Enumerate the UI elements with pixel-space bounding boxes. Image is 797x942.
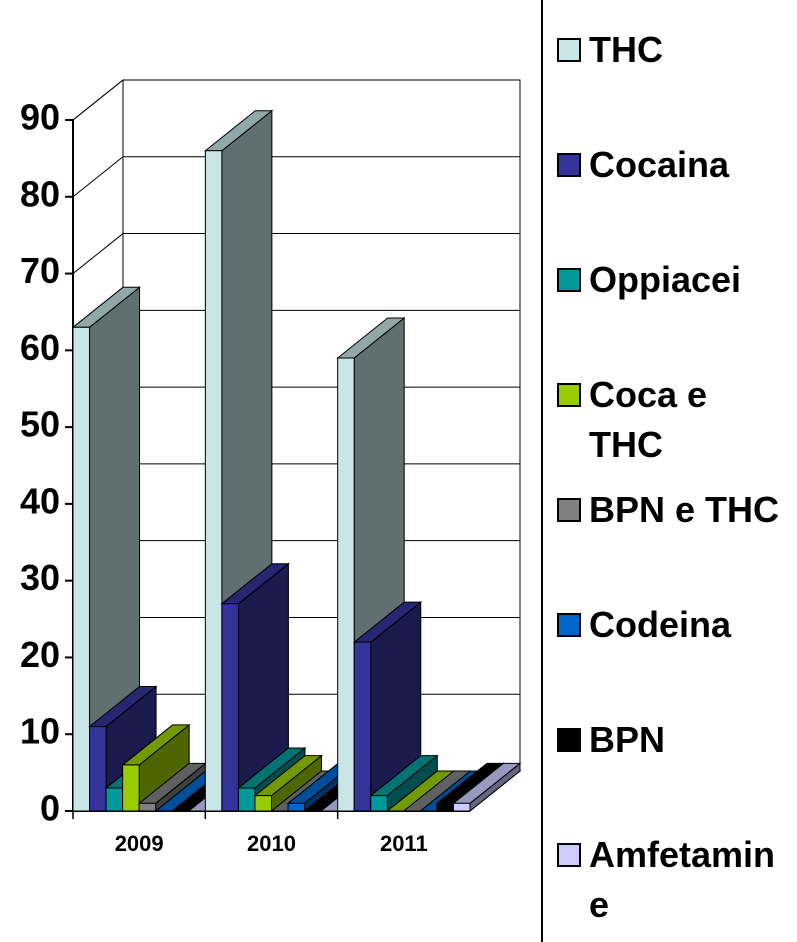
bar-front (370, 795, 388, 812)
y-tick-label: 10 (20, 711, 60, 752)
y-tick-label: 30 (20, 557, 60, 598)
bar (369, 754, 439, 813)
legend-item: THC (557, 25, 795, 75)
bar (253, 754, 323, 813)
bar-front (105, 787, 124, 812)
y-tick-label: 0 (40, 788, 60, 829)
legend-item: BPN (557, 715, 795, 765)
bar-front (138, 802, 157, 812)
bar-front (254, 795, 272, 812)
legend-swatch (557, 843, 581, 867)
grid-line (72, 79, 520, 121)
y-tick-label: 60 (20, 327, 60, 368)
legend-swatch (557, 613, 581, 637)
bar-front (237, 787, 256, 812)
bar-front (204, 150, 223, 812)
bar-front (287, 802, 306, 812)
x-tick-label: 2009 (115, 831, 164, 856)
bar (352, 601, 423, 813)
legend-swatch (557, 728, 581, 752)
grid-line (72, 233, 520, 274)
y-tick-label: 70 (20, 250, 60, 291)
legend-item: Oppiacei (557, 255, 795, 305)
legend-item: Amfetamine (557, 830, 795, 930)
grid-line (72, 309, 520, 351)
legend-swatch (557, 268, 581, 292)
bar-front (221, 603, 239, 812)
y-tick-label: 80 (20, 173, 60, 214)
bar-front (122, 764, 140, 812)
legend-item: Coca e THC (557, 370, 795, 470)
bar-front (353, 641, 372, 812)
legend-label: BPN (589, 719, 666, 760)
legend-label: Coca e THC (589, 374, 708, 465)
grid-line (72, 463, 520, 505)
back-wall (122, 79, 521, 772)
bar (452, 762, 522, 813)
bar-front (337, 357, 355, 812)
legend-label: Codeina (589, 604, 732, 645)
y-tick-label: 90 (20, 97, 60, 138)
legend-item: BPN e THC (557, 485, 795, 535)
x-tick-label: 2010 (247, 831, 296, 856)
bar-front (436, 802, 454, 812)
y-tick-label: 20 (20, 634, 60, 675)
bar (71, 286, 141, 813)
bar-front (452, 802, 471, 812)
grid-line (72, 156, 520, 198)
y-tick-label: 40 (20, 480, 60, 521)
legend-label: BPN e THC (589, 489, 780, 530)
grid-line (72, 616, 520, 658)
bar (121, 723, 191, 813)
legend-border (541, 0, 543, 942)
bar-front (89, 726, 107, 812)
legend-swatch (557, 383, 581, 407)
grid-line (72, 540, 520, 582)
legend-swatch (557, 153, 581, 177)
legend-swatch (557, 498, 581, 522)
legend-label: THC (589, 29, 663, 70)
bar-front (72, 326, 91, 812)
legend-label: Cocaina (589, 144, 730, 185)
legend-item: Codeina (557, 600, 795, 650)
legend-item: Cocaina (557, 140, 795, 190)
legend-label: Oppiacei (589, 259, 742, 300)
legend-swatch (557, 38, 581, 62)
y-tick-label: 50 (20, 404, 60, 445)
grid-line (72, 386, 520, 428)
bar (220, 562, 290, 813)
legend-label: Amfetamine (589, 834, 776, 925)
x-tick-label: 2011 (380, 831, 428, 856)
